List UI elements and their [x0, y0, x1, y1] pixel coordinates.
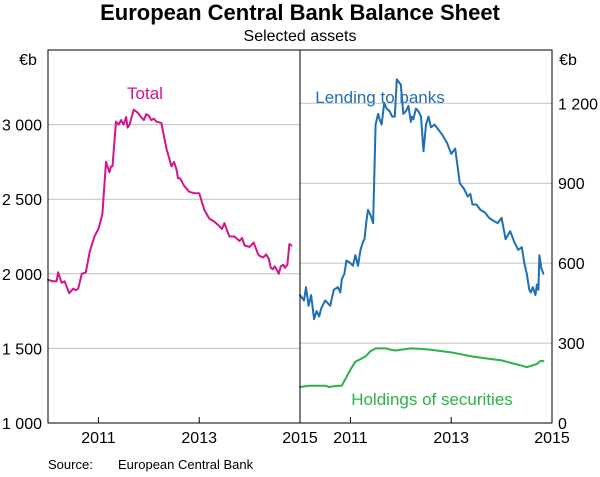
right-y-tick-label: 900	[558, 176, 585, 193]
left-y-tick-label: 1 500	[2, 341, 42, 358]
source-text: European Central Bank	[118, 457, 254, 472]
left-y-tick-label: 2 500	[2, 192, 42, 209]
source-note: Source: European Central Bank	[48, 457, 253, 473]
right-x-tick-label: 2011	[333, 430, 368, 447]
left-x-tick-label: 2011	[81, 430, 116, 447]
right-y-tick-label: 300	[558, 336, 585, 353]
right-x-tick-label: 2013	[433, 430, 469, 447]
right-y-tick-label: 1 200	[558, 96, 598, 113]
gridlines	[48, 102, 552, 349]
left-x-tick-label: 2015	[282, 430, 318, 447]
left-y-tick-label: 1 000	[2, 416, 42, 433]
legend-total: Total	[127, 84, 163, 103]
axis-labels: €b €b Total Lending to banks Holdings of…	[2, 52, 598, 447]
series-line-holdings-of-securities	[299, 347, 545, 388]
legend-lending-to-banks: Lending to banks	[315, 88, 445, 107]
series-line-lending-to-banks	[299, 78, 545, 321]
left-y-tick-label: 3 000	[2, 118, 42, 135]
chart-title: European Central Bank Balance Sheet	[100, 0, 500, 25]
right-x-tick-label: 2015	[534, 430, 570, 447]
chart-subtitle: Selected assets	[243, 28, 357, 45]
right-unit-label: €b	[559, 52, 577, 69]
legend-holdings-of-securities: Holdings of securities	[351, 390, 513, 409]
left-x-tick-label: 2013	[181, 430, 217, 447]
left-unit-label: €b	[19, 52, 37, 69]
chart-frame	[47, 49, 553, 424]
source-label: Source:	[48, 457, 93, 472]
right-y-tick-label: 600	[558, 256, 585, 273]
series-line-total	[47, 108, 293, 295]
left-y-tick-label: 2 000	[2, 267, 42, 284]
right-y-tick-label: 0	[558, 416, 567, 433]
series-lines	[47, 78, 545, 388]
